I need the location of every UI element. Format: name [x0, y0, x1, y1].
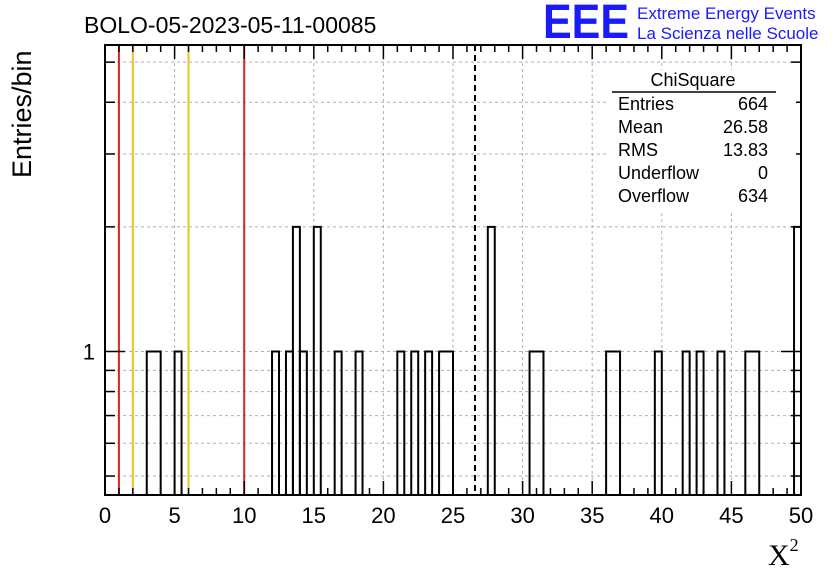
stats-row-label: Mean — [618, 117, 663, 137]
x-tick-label: 15 — [302, 503, 326, 528]
y-tick-label: 1 — [83, 339, 95, 364]
histogram-bin — [173, 350, 183, 495]
y-axis-label: Entries/bin — [7, 50, 37, 178]
x-tick-label: 0 — [99, 503, 111, 528]
histogram-bins — [145, 225, 802, 495]
stats-row-value: 664 — [738, 94, 768, 114]
x-tick-label: 45 — [719, 503, 743, 528]
stats-box-background — [608, 70, 796, 212]
stats-row-label: RMS — [618, 140, 658, 160]
stats-row-value: 634 — [738, 186, 768, 206]
x-tick-label: 35 — [580, 503, 604, 528]
x-axis-label-base: X — [768, 539, 790, 572]
histogram-bin — [333, 350, 343, 495]
x-axis-label-superscript: 2 — [790, 535, 799, 555]
logo-line-2: La Scienza nelle Scuole — [637, 24, 818, 43]
stats-row-label: Overflow — [618, 186, 690, 206]
histogram-bin — [354, 350, 364, 495]
logo-line-1: Extreme Energy Events — [637, 4, 816, 23]
reference-lines — [117, 45, 476, 495]
stats-row-label: Entries — [618, 94, 674, 114]
histogram-bin — [410, 350, 420, 495]
histogram-bin — [605, 350, 622, 495]
x-tick-label: 5 — [168, 503, 180, 528]
x-tick-label: 50 — [789, 503, 813, 528]
stats-box-title: ChiSquare — [650, 70, 735, 90]
stats-row-value: 0 — [758, 163, 768, 183]
histogram-bin — [396, 350, 406, 495]
chart-title: BOLO-05-2023-05-11-00085 — [84, 12, 376, 38]
stats-box: ChiSquare Entries 664 Mean 26.58 RMS 13.83 Und… — [608, 70, 796, 212]
histogram-bin — [284, 350, 294, 495]
histogram-bin — [145, 350, 162, 495]
histogram-bin — [312, 225, 322, 495]
eee-logo: EEE Extreme Energy Events La Scienza nel… — [543, 0, 818, 49]
histogram-bin — [681, 350, 691, 495]
histogram-bin — [298, 350, 308, 495]
x-axis-label: X2 — [768, 535, 799, 572]
x-tick-label: 25 — [441, 503, 465, 528]
x-tick-label: 10 — [232, 503, 256, 528]
histogram-bin — [528, 350, 545, 495]
histogram-bin — [291, 225, 301, 495]
histogram-bin — [716, 350, 726, 495]
x-axis: 0 5 10 15 20 25 30 35 40 45 50 — [99, 45, 813, 528]
x-tick-label: 20 — [371, 503, 395, 528]
histogram-bin — [424, 350, 434, 495]
stats-row-value: 26.58 — [723, 117, 768, 137]
histogram-bin — [271, 350, 280, 495]
x-tick-label: 40 — [650, 503, 674, 528]
histogram-bin — [744, 350, 761, 495]
histogram-bin — [486, 225, 496, 495]
histogram-bin — [695, 350, 705, 495]
stats-row-label: Underflow — [618, 163, 700, 183]
histogram-bin — [653, 350, 663, 495]
histogram-bin — [438, 350, 454, 495]
eee-logo-mark: EEE — [543, 0, 629, 49]
histogram-bin — [793, 225, 802, 495]
stats-row-value: 13.83 — [723, 140, 768, 160]
x-tick-label: 30 — [510, 503, 534, 528]
